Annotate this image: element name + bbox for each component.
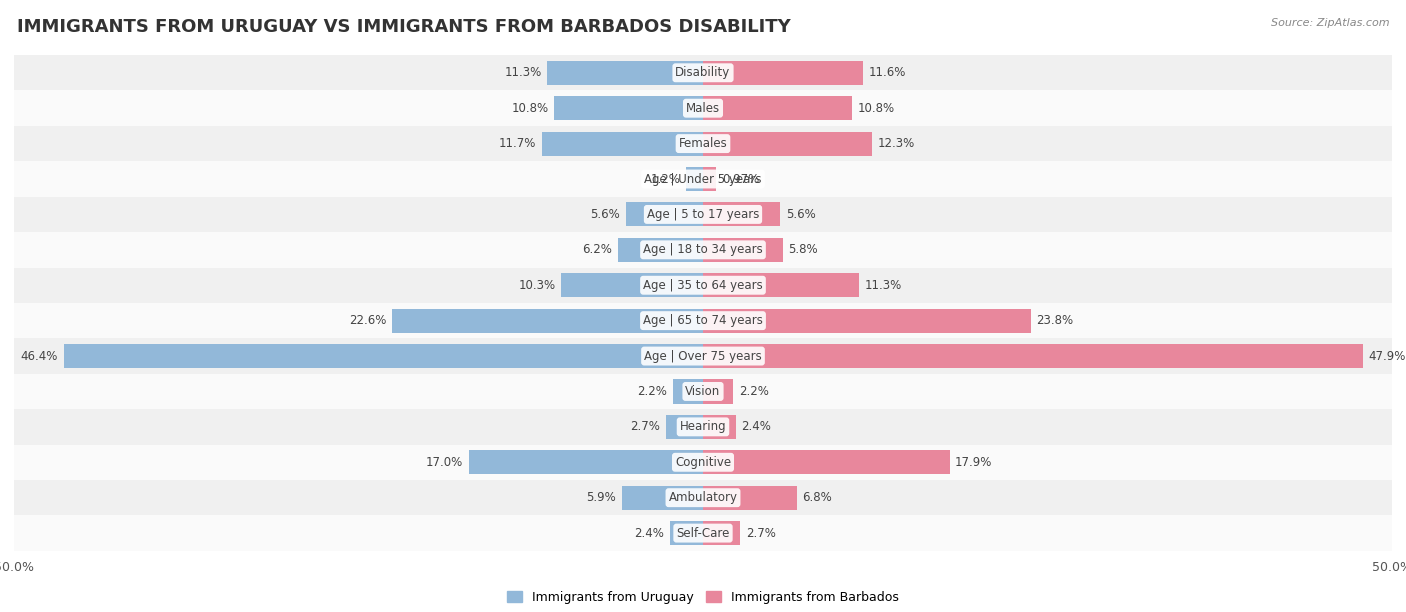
Text: 1.2%: 1.2% xyxy=(651,173,681,185)
Text: IMMIGRANTS FROM URUGUAY VS IMMIGRANTS FROM BARBADOS DISABILITY: IMMIGRANTS FROM URUGUAY VS IMMIGRANTS FR… xyxy=(17,18,790,36)
Bar xyxy=(14,162,1392,196)
Bar xyxy=(14,267,1392,303)
Text: Age | 18 to 34 years: Age | 18 to 34 years xyxy=(643,244,763,256)
Bar xyxy=(14,303,1392,338)
Bar xyxy=(14,232,1392,267)
Text: Age | 65 to 74 years: Age | 65 to 74 years xyxy=(643,314,763,327)
Text: Vision: Vision xyxy=(685,385,721,398)
Bar xyxy=(703,486,797,510)
Bar xyxy=(14,55,1392,91)
Text: Females: Females xyxy=(679,137,727,150)
Text: 5.6%: 5.6% xyxy=(591,208,620,221)
Text: 11.3%: 11.3% xyxy=(505,66,541,80)
Text: 47.9%: 47.9% xyxy=(1368,349,1406,362)
Bar xyxy=(703,203,780,226)
Text: 11.3%: 11.3% xyxy=(865,278,901,292)
Text: 23.8%: 23.8% xyxy=(1036,314,1074,327)
Bar xyxy=(14,196,1392,232)
Text: 10.8%: 10.8% xyxy=(512,102,548,114)
Text: 5.8%: 5.8% xyxy=(789,244,818,256)
Text: Cognitive: Cognitive xyxy=(675,456,731,469)
Bar xyxy=(703,238,783,262)
Text: 46.4%: 46.4% xyxy=(21,349,58,362)
Bar xyxy=(703,273,859,297)
Text: Disability: Disability xyxy=(675,66,731,80)
Bar xyxy=(703,415,737,439)
Text: 10.3%: 10.3% xyxy=(519,278,555,292)
Bar xyxy=(703,379,734,403)
Text: 6.8%: 6.8% xyxy=(803,491,832,504)
Text: 10.8%: 10.8% xyxy=(858,102,894,114)
Bar xyxy=(554,96,703,120)
Text: 17.0%: 17.0% xyxy=(426,456,463,469)
Bar xyxy=(672,379,703,403)
Bar xyxy=(686,167,703,191)
Bar xyxy=(703,61,863,85)
Bar xyxy=(621,486,703,510)
Text: Males: Males xyxy=(686,102,720,114)
Bar xyxy=(14,409,1392,444)
Bar xyxy=(626,203,703,226)
Text: 2.4%: 2.4% xyxy=(741,420,772,433)
Bar xyxy=(666,415,703,439)
Text: Source: ZipAtlas.com: Source: ZipAtlas.com xyxy=(1271,18,1389,28)
Bar xyxy=(14,338,1392,374)
Bar xyxy=(669,521,703,545)
Text: 2.2%: 2.2% xyxy=(738,385,769,398)
Bar xyxy=(14,126,1392,162)
Bar xyxy=(14,374,1392,409)
Text: 11.7%: 11.7% xyxy=(499,137,536,150)
Text: 6.2%: 6.2% xyxy=(582,244,612,256)
Bar xyxy=(63,344,703,368)
Bar xyxy=(703,521,740,545)
Text: Ambulatory: Ambulatory xyxy=(668,491,738,504)
Bar xyxy=(14,91,1392,126)
Bar xyxy=(14,444,1392,480)
Text: 12.3%: 12.3% xyxy=(877,137,915,150)
Text: 22.6%: 22.6% xyxy=(349,314,387,327)
Text: Hearing: Hearing xyxy=(679,420,727,433)
Text: Age | Under 5 years: Age | Under 5 years xyxy=(644,173,762,185)
Bar xyxy=(703,308,1031,333)
Text: 5.6%: 5.6% xyxy=(786,208,815,221)
Text: 17.9%: 17.9% xyxy=(955,456,993,469)
Bar xyxy=(703,167,717,191)
Bar xyxy=(547,61,703,85)
Text: Age | Over 75 years: Age | Over 75 years xyxy=(644,349,762,362)
Bar xyxy=(703,450,949,474)
Text: 11.6%: 11.6% xyxy=(869,66,905,80)
Bar xyxy=(703,344,1362,368)
Text: 5.9%: 5.9% xyxy=(586,491,616,504)
Bar xyxy=(703,132,873,155)
Bar xyxy=(541,132,703,155)
Text: Self-Care: Self-Care xyxy=(676,526,730,540)
Bar xyxy=(561,273,703,297)
Text: Age | 35 to 64 years: Age | 35 to 64 years xyxy=(643,278,763,292)
Bar xyxy=(392,308,703,333)
Bar xyxy=(14,515,1392,551)
Legend: Immigrants from Uruguay, Immigrants from Barbados: Immigrants from Uruguay, Immigrants from… xyxy=(502,586,904,609)
Bar xyxy=(14,480,1392,515)
Bar xyxy=(703,96,852,120)
Text: 0.97%: 0.97% xyxy=(721,173,759,185)
Text: 2.7%: 2.7% xyxy=(745,526,776,540)
Text: 2.4%: 2.4% xyxy=(634,526,665,540)
Bar xyxy=(468,450,703,474)
Text: Age | 5 to 17 years: Age | 5 to 17 years xyxy=(647,208,759,221)
Text: 2.7%: 2.7% xyxy=(630,420,661,433)
Bar xyxy=(617,238,703,262)
Text: 2.2%: 2.2% xyxy=(637,385,668,398)
